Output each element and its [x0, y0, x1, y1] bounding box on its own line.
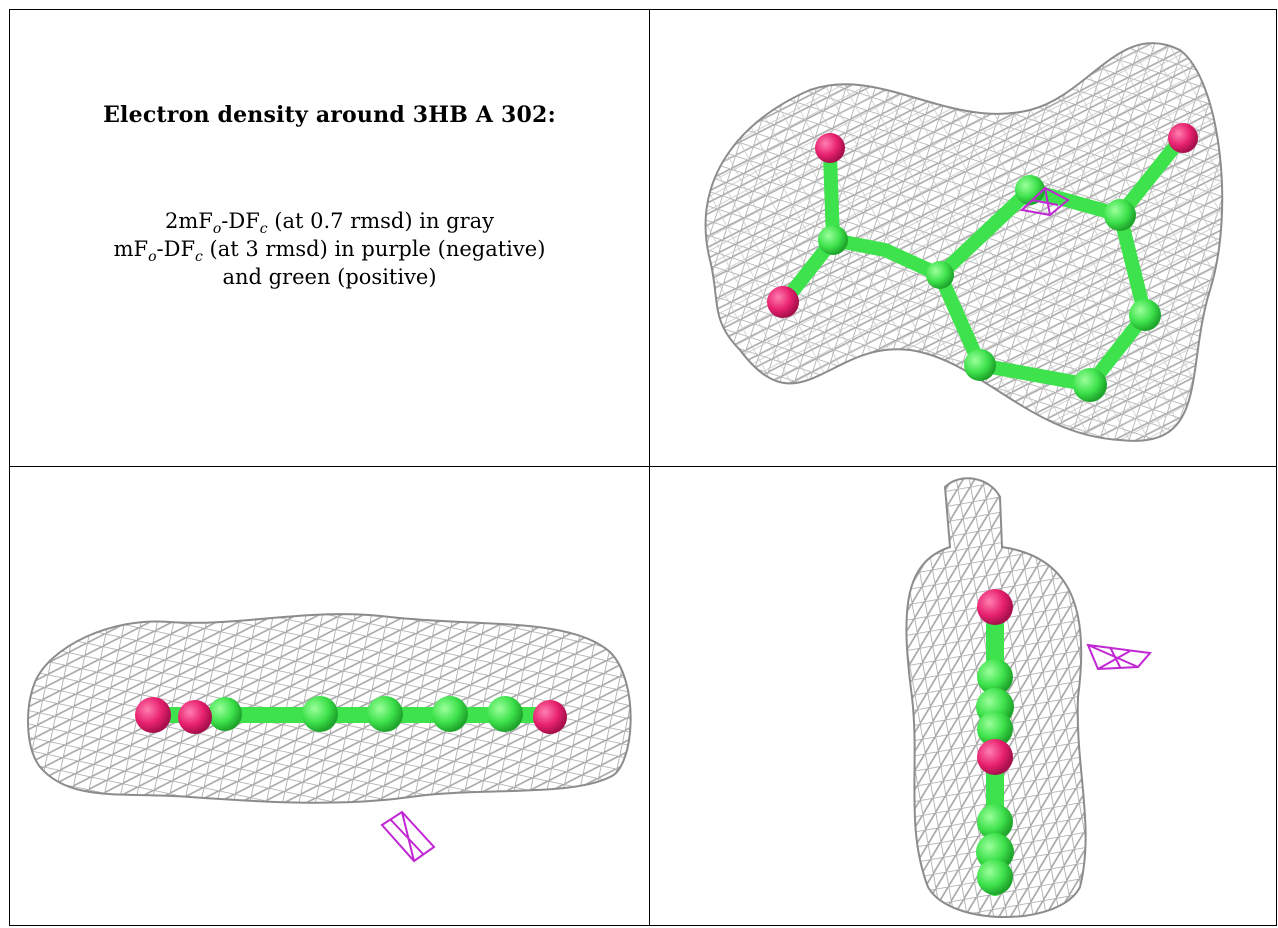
gray-density-mesh: [906, 478, 1086, 918]
legend-description: (at 3 rmsd) in purple (negative): [202, 237, 546, 261]
carbon-atom: [976, 833, 1014, 871]
ligand-atoms: [767, 123, 1198, 402]
carbon-atom: [1104, 199, 1136, 231]
carbon-atom: [1015, 175, 1045, 205]
caption-cell: Electron density around 3HB A 302: 2mFo-…: [10, 10, 649, 466]
carbon-atom: [926, 261, 954, 289]
view-edge-horizontal: [10, 467, 649, 926]
table-row-divider: [9, 466, 1277, 467]
oxygen-atom: [533, 700, 567, 734]
gray-density-mesh: [28, 614, 631, 803]
view-face-on: [650, 10, 1277, 466]
legend-term: -DF: [221, 209, 260, 233]
legend-line-2fofc: 2mFo-DFc (at 0.7 rmsd) in gray: [10, 207, 649, 238]
negative-difference-density: [1086, 643, 1152, 671]
carbon-atom: [487, 696, 523, 732]
oxygen-atom: [977, 589, 1013, 625]
carbon-atom: [977, 659, 1013, 695]
legend-term: mF: [113, 237, 149, 261]
oxygen-atom: [135, 697, 171, 733]
oxygen-atom: [1168, 123, 1198, 153]
legend-subscript: o: [212, 221, 222, 238]
carbon-atom: [818, 225, 848, 255]
carbon-atom: [432, 696, 468, 732]
legend-term: 2mF: [164, 209, 213, 233]
carbon-atom: [964, 349, 996, 381]
carbon-atom: [1129, 299, 1161, 331]
legend-line-3: and green (positive): [222, 265, 437, 289]
oxygen-atom: [977, 739, 1013, 775]
oxygen-atom: [767, 286, 799, 318]
table-column-divider: [649, 9, 650, 926]
density-render-edge-v: [905, 477, 1152, 918]
carbon-atom: [977, 711, 1013, 747]
oxygen-atom: [178, 700, 212, 734]
carbon-atom: [367, 696, 403, 732]
gray-density-mesh: [705, 42, 1223, 441]
legend-subscript: o: [148, 249, 157, 266]
figure-title: Electron density around 3HB A 302:: [103, 102, 556, 128]
negative-difference-density: [1019, 186, 1070, 217]
figure-table-border: [9, 9, 1277, 926]
carbon-atom: [1073, 368, 1107, 402]
legend-description: (at 0.7 rmsd) in gray: [267, 209, 495, 233]
carbon-atom: [977, 804, 1013, 840]
legend-term: -DF: [156, 237, 196, 261]
mesh-outline: [704, 42, 1224, 442]
carbon-atom: [977, 859, 1013, 895]
mesh-outline: [905, 477, 1087, 918]
oxygen-atom: [815, 133, 845, 163]
map-legend: 2mFo-DFc (at 0.7 rmsd) in gray mFo-DFc (…: [10, 207, 649, 291]
legend-subscript: c: [259, 221, 268, 238]
mesh-outline: [27, 613, 632, 804]
legend-subscript: c: [195, 249, 203, 266]
view-edge-vertical: [650, 467, 1277, 926]
carbon-atom: [302, 696, 338, 732]
density-render-edge-h: [27, 613, 632, 863]
density-render-face: [704, 42, 1224, 442]
carbon-atom: [208, 697, 242, 731]
legend-line-fofc: mFo-DFc (at 3 rmsd) in purple (negative): [10, 235, 649, 266]
negative-difference-density: [380, 810, 436, 863]
